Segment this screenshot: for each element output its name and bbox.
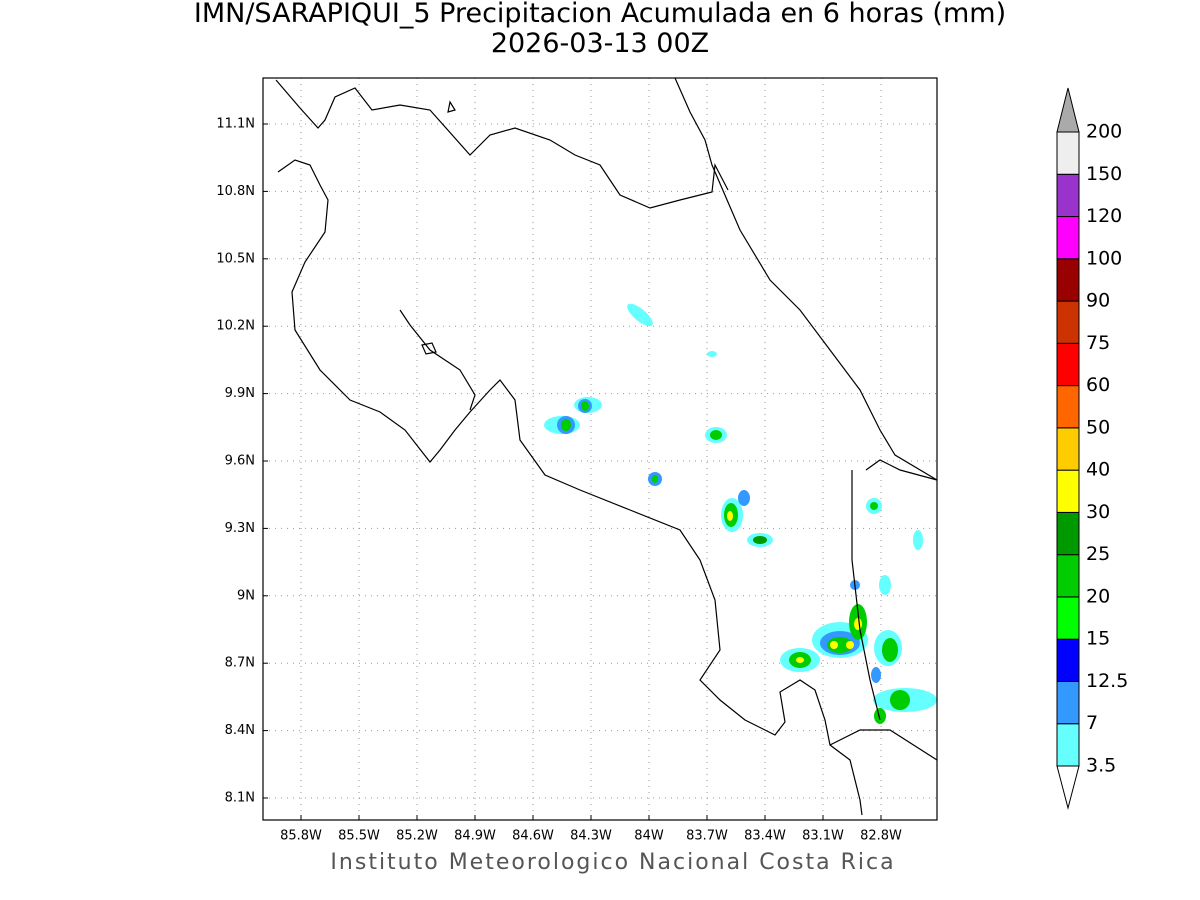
colorbar-bin xyxy=(1056,596,1080,640)
lon-label: 85.2W xyxy=(396,829,438,844)
precip-area xyxy=(710,430,722,440)
colorbar-bin xyxy=(1056,427,1080,471)
colorbar-label: 120 xyxy=(1086,205,1122,227)
precip-area xyxy=(874,708,886,724)
colorbar-label: 15 xyxy=(1086,628,1110,650)
lat-label: 10.8N xyxy=(216,184,255,199)
lon-label: 84.3W xyxy=(570,829,612,844)
colorbar-label: 25 xyxy=(1086,543,1110,565)
colorbar-bin xyxy=(1056,131,1080,175)
lon-label: 84W xyxy=(634,829,664,844)
coastline xyxy=(421,342,437,355)
lon-label: 83.7W xyxy=(686,829,728,844)
precip-area xyxy=(890,690,910,710)
colorbar-under xyxy=(1056,765,1080,810)
lon-label: 83.4W xyxy=(744,829,786,844)
coastline xyxy=(447,100,456,113)
lon-label: 85.8W xyxy=(280,829,322,844)
lat-label: 10.2N xyxy=(216,319,255,334)
lat-label: 11.1N xyxy=(216,117,255,132)
colorbar-over xyxy=(1056,87,1080,133)
colorbar-bin xyxy=(1056,554,1080,598)
coastline xyxy=(674,77,938,481)
colorbar: 3.5 7 12.5 15 20 25 30 40 50 60 75 90 100 120 150 200 xyxy=(1056,87,1128,810)
precip-area xyxy=(753,536,767,544)
footer: Instituto Meteorologico Nacional Costa R… xyxy=(330,850,895,875)
colorbar-label: 100 xyxy=(1086,247,1122,269)
colorbar-label: 60 xyxy=(1086,374,1110,396)
colorbar-label: 30 xyxy=(1086,501,1110,523)
colorbar-bin xyxy=(1056,511,1080,556)
precip-area xyxy=(846,641,854,649)
precip-area xyxy=(561,419,571,431)
precip-area xyxy=(882,638,898,662)
colorbar-label: 7 xyxy=(1086,712,1098,734)
colorbar-bin xyxy=(1056,469,1080,513)
precip-area xyxy=(652,475,658,483)
precip-area xyxy=(827,637,853,653)
colorbar-label: 3.5 xyxy=(1086,755,1116,777)
title: IMN/SARAPIQUI_5 Precipitacion Acumulada … xyxy=(194,0,1006,29)
lat-label: 9.9N xyxy=(225,386,255,401)
coastline xyxy=(275,79,729,209)
lat-label: 9N xyxy=(237,588,255,603)
precip-area xyxy=(707,351,717,357)
lon-label: 83.1W xyxy=(802,829,844,844)
coastlines xyxy=(275,77,938,816)
colorbar-bin xyxy=(1056,258,1080,302)
precip-area xyxy=(581,401,589,411)
colorbar-bin xyxy=(1056,342,1080,387)
lon-label: 85.5W xyxy=(338,829,380,844)
precip-area xyxy=(796,657,804,663)
precip-area xyxy=(854,618,862,630)
precip-area xyxy=(830,641,838,649)
coastline xyxy=(277,159,863,816)
subtitle: 2026-03-13 00Z xyxy=(491,28,709,59)
precip-area xyxy=(879,575,891,595)
colorbar-label: 40 xyxy=(1086,459,1110,481)
colorbar-label: 150 xyxy=(1086,163,1122,185)
map-frame xyxy=(262,77,938,821)
colorbar-label: 75 xyxy=(1086,332,1110,354)
lon-label: 84.6W xyxy=(512,829,554,844)
colorbar-bin xyxy=(1056,216,1080,260)
precip-area xyxy=(627,303,653,327)
precip-areas xyxy=(544,303,937,724)
lat-label: 8.7N xyxy=(225,656,255,671)
colorbar-bin xyxy=(1056,385,1080,429)
grid xyxy=(263,78,937,820)
colorbar-bin xyxy=(1056,300,1080,344)
lat-label: 8.4N xyxy=(225,723,255,738)
colorbar-bin xyxy=(1056,173,1080,218)
precip-area xyxy=(738,490,750,506)
colorbar-label: 12.5 xyxy=(1086,670,1128,692)
precip-area xyxy=(871,667,881,683)
coastline xyxy=(399,309,476,411)
precip-area xyxy=(913,530,923,550)
colorbar-bin xyxy=(1056,723,1080,767)
colorbar-bin xyxy=(1056,638,1080,682)
colorbar-label: 90 xyxy=(1086,290,1110,312)
lon-label: 82.8W xyxy=(860,829,902,844)
colorbar-label: 50 xyxy=(1086,416,1110,438)
precip-area xyxy=(727,511,733,521)
lat-label: 8.1N xyxy=(225,791,255,806)
lat-label: 9.6N xyxy=(225,454,255,469)
lat-label: 10.5N xyxy=(216,251,255,266)
border xyxy=(829,459,938,761)
precip-area xyxy=(870,502,878,510)
lat-label: 9.3N xyxy=(225,521,255,536)
colorbar-label: 20 xyxy=(1086,585,1110,607)
lon-label: 84.9W xyxy=(454,829,496,844)
colorbar-label: 200 xyxy=(1086,121,1122,143)
colorbar-bin xyxy=(1056,680,1080,725)
